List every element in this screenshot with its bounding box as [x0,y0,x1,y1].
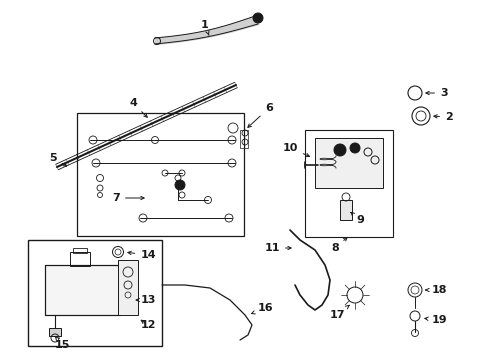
Bar [118,260,138,315]
Bar [314,138,382,188]
Text: 12: 12 [140,320,156,330]
Bar [240,130,247,148]
Text: 14: 14 [127,250,156,260]
Bar [73,248,87,253]
Text: 7: 7 [112,193,144,203]
Circle shape [252,13,263,23]
Bar [28,240,162,346]
Text: 10: 10 [282,143,309,157]
Text: 3: 3 [425,88,447,98]
Bar [305,130,392,237]
Bar [77,113,244,236]
Text: 11: 11 [264,243,290,253]
Text: 2: 2 [433,112,452,122]
Text: 8: 8 [330,238,346,253]
Text: 9: 9 [350,212,363,225]
Text: 4: 4 [129,98,147,117]
Text: 16: 16 [251,303,273,314]
Circle shape [333,144,346,156]
Text: 19: 19 [424,315,447,325]
Text: 15: 15 [54,337,70,350]
Circle shape [349,143,359,153]
Bar [339,200,351,220]
Bar [45,265,120,315]
Text: 1: 1 [201,20,208,35]
Circle shape [175,180,184,190]
Bar [45,265,120,315]
Bar [70,252,90,266]
Text: 6: 6 [247,103,272,127]
Text: 18: 18 [425,285,447,295]
Text: 17: 17 [329,305,348,320]
Bar [49,328,61,336]
Text: 13: 13 [136,295,155,305]
Text: 5: 5 [49,153,66,166]
